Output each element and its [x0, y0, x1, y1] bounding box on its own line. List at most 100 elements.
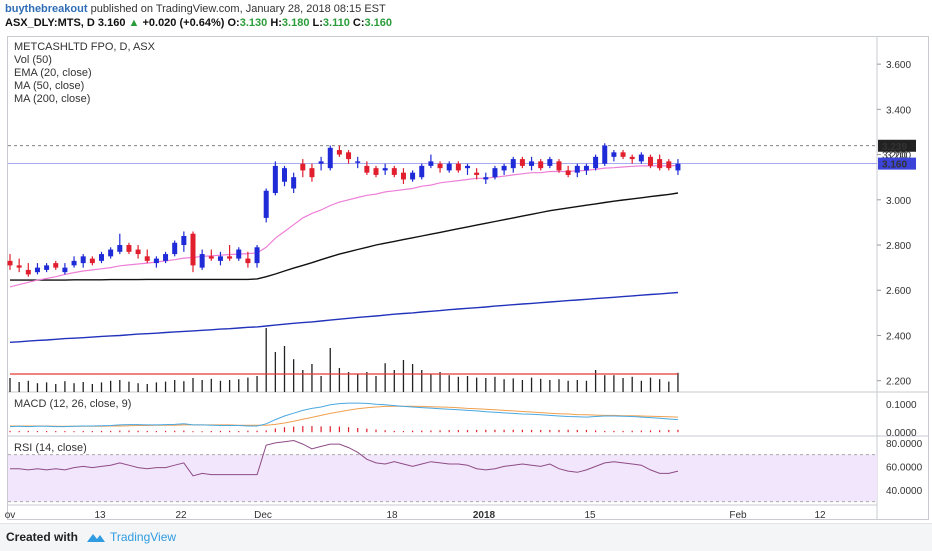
low-label: L:	[312, 17, 323, 29]
candle-body	[474, 172, 480, 175]
macd-signal-line	[10, 405, 679, 427]
legend-ma50: MA (50, close)	[14, 80, 85, 92]
candle-body	[263, 190, 269, 218]
candle-body	[34, 267, 40, 273]
rsi-tick-label: 60.0000	[886, 462, 923, 473]
x-tick-label: 22	[175, 510, 187, 521]
x-tick-label: Feb	[729, 510, 747, 521]
x-tick-label: 15	[584, 510, 596, 521]
candle-body	[410, 172, 416, 180]
legend-vol: Vol (50)	[14, 54, 52, 66]
rsi-tick-label: 40.0000	[886, 486, 923, 497]
candle-body	[465, 165, 470, 169]
candle-body	[638, 154, 644, 162]
open-label: O:	[227, 17, 240, 29]
candle-body	[483, 177, 489, 180]
candle-body	[364, 165, 370, 173]
candle-body	[163, 254, 169, 261]
low-value: 3.110	[322, 17, 350, 29]
candle-body	[144, 256, 150, 261]
candle-body	[547, 159, 553, 166]
candle-body	[538, 161, 544, 169]
y-tick-label: 3.400	[886, 105, 911, 116]
legend-rsi: RSI (14, close)	[14, 442, 87, 454]
rsi-band	[8, 454, 877, 502]
x-tick-label: 18	[386, 510, 398, 521]
x-tick-label: 12	[814, 510, 826, 521]
price-label-high: 3.239	[882, 142, 907, 153]
candle-body	[7, 260, 13, 266]
candle-body	[593, 156, 599, 169]
up-arrow-icon: ▲	[128, 17, 140, 29]
x-tick-label: 13	[94, 510, 106, 521]
candle-body	[446, 163, 452, 171]
candle-body	[529, 161, 535, 166]
candle-body	[309, 168, 315, 178]
y-tick-label: 2.600	[886, 286, 911, 297]
candle-body	[227, 256, 233, 259]
candle-body	[153, 258, 159, 264]
candle-body	[501, 165, 507, 171]
candle-body	[236, 249, 242, 259]
candle-body	[510, 159, 516, 169]
x-tick-label: Dec	[254, 510, 272, 521]
macd-tick-label: 0.1000	[886, 400, 917, 411]
candle-body	[282, 168, 287, 182]
publish-line: buythebreakout published on TradingView.…	[5, 3, 386, 15]
candle-body	[25, 269, 31, 275]
candle-body	[336, 150, 342, 155]
legend-macd: MACD (12, 26, close, 9)	[14, 398, 132, 410]
price-label-high-bg	[878, 139, 916, 152]
candle-body	[419, 165, 425, 178]
candle-body	[629, 156, 635, 160]
candle-body	[574, 165, 580, 173]
ema20-line	[9, 164, 679, 288]
y-tick-label: 3.000	[886, 196, 911, 207]
macd-line	[9, 402, 679, 428]
candle-body	[400, 172, 406, 180]
candle-body	[318, 161, 324, 164]
candle-body	[355, 161, 361, 163]
created-with-label: Created with	[6, 530, 79, 544]
price-label-last-bg	[878, 157, 916, 170]
rsi-tick-label: 80.0000	[886, 439, 923, 450]
candle-body	[391, 168, 397, 175]
candle-body	[675, 163, 681, 171]
candle-body	[602, 145, 608, 164]
tradingview-brand-link[interactable]: TradingView	[110, 530, 177, 544]
legend-ema: EMA (20, close)	[14, 67, 92, 79]
legend-ma200: MA (200, close)	[14, 93, 91, 105]
candle-body	[291, 177, 297, 189]
close-value: 3.160	[364, 17, 393, 29]
candle-body	[208, 256, 214, 259]
candle-body	[126, 245, 132, 252]
candle-body	[62, 267, 68, 273]
author-link[interactable]: buythebreakout	[5, 3, 88, 15]
candle-body	[455, 163, 461, 171]
candle-body	[666, 161, 672, 169]
candle-body	[181, 235, 187, 246]
change-value: +0.020 (+0.64%)	[142, 17, 225, 29]
x-tick-label: ov	[5, 510, 16, 521]
quote-line: ASX_DLY:MTS, D 3.160 ▲ +0.020 (+0.64%) O…	[5, 17, 392, 29]
candle-body	[117, 245, 123, 252]
symbol-label: ASX_DLY:MTS, D	[5, 17, 95, 29]
candle-body	[492, 168, 498, 178]
candle-body	[217, 256, 223, 261]
price-value: 3.160	[97, 17, 126, 29]
candle-body	[648, 156, 653, 166]
price-label-last: 3.160	[882, 160, 907, 171]
candle-body	[620, 152, 626, 157]
candle-body	[245, 258, 251, 264]
rsi-line	[10, 439, 679, 477]
candle-body	[99, 254, 104, 261]
ma200-line	[9, 291, 679, 343]
publish-text: published on TradingView.com, January 28…	[90, 3, 386, 15]
candle-body	[519, 159, 525, 166]
price-label-hidden: 3.200	[882, 151, 907, 162]
tradingview-logo-icon	[87, 534, 105, 542]
candle-body	[135, 249, 141, 255]
candle-body	[108, 249, 114, 257]
legend-title: METCASHLTD FPO, D, ASX	[14, 41, 155, 53]
